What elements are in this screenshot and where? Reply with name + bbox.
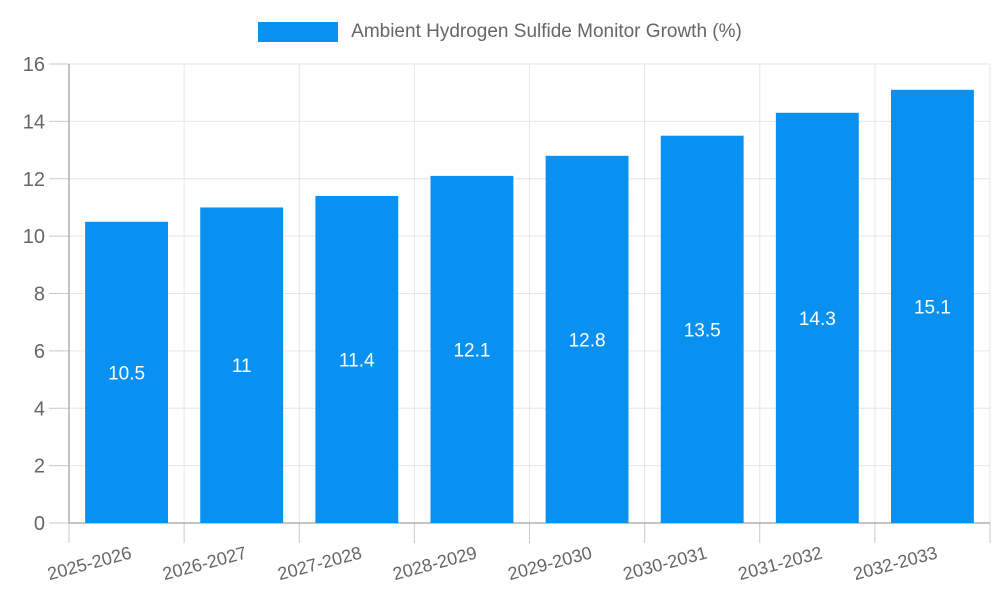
bar-value-label: 11.4 [339, 350, 375, 371]
legend-item[interactable]: Ambient Hydrogen Sulfide Monitor Growth … [0, 21, 1000, 43]
bar-value-label: 14.3 [799, 309, 836, 330]
legend-label: Ambient Hydrogen Sulfide Monitor Growth … [351, 21, 742, 42]
x-axis-tick-label: 2027-2028 [276, 543, 364, 585]
y-axis-tick-label: 16 [23, 54, 45, 76]
x-axis-tick-label: 2025-2026 [45, 543, 133, 585]
x-axis-tick-label: 2032-2033 [851, 543, 939, 585]
x-axis-tick-label: 2028-2029 [391, 543, 479, 585]
legend-swatch [258, 22, 339, 42]
bar-value-label: 13.5 [684, 320, 721, 341]
bar-value-label: 12.8 [569, 330, 606, 351]
bar-2032-2033[interactable] [890, 89, 974, 523]
y-axis-tick-label: 2 [34, 456, 45, 478]
bar-2029-2030[interactable] [545, 155, 629, 524]
bar-2031-2032[interactable] [775, 112, 859, 524]
bar-value-label: 15.1 [914, 297, 951, 318]
y-axis-tick-label: 4 [34, 398, 45, 420]
bar-value-label: 12.1 [453, 340, 490, 361]
bar-2025-2026[interactable] [85, 221, 169, 523]
bar-value-label: 10.5 [108, 363, 145, 384]
y-axis-tick-label: 10 [23, 226, 45, 248]
x-axis-tick-label: 2029-2030 [506, 543, 594, 585]
x-axis-tick-label: 2026-2027 [160, 543, 248, 585]
bar-2030-2031[interactable] [660, 135, 744, 523]
bar-value-label: 11 [232, 356, 252, 377]
bar-2027-2028[interactable] [315, 195, 399, 523]
x-axis-tick-label: 2030-2031 [621, 543, 709, 585]
bar-2028-2029[interactable] [430, 175, 514, 523]
y-axis-tick-label: 8 [34, 284, 45, 306]
y-axis-tick-label: 0 [34, 513, 45, 535]
x-axis-tick-label: 2031-2032 [736, 543, 824, 585]
y-axis-tick-label: 14 [23, 111, 45, 133]
bar-2026-2027[interactable] [200, 207, 284, 523]
y-axis-tick-label: 6 [34, 341, 45, 363]
y-axis-tick-label: 12 [23, 169, 45, 191]
